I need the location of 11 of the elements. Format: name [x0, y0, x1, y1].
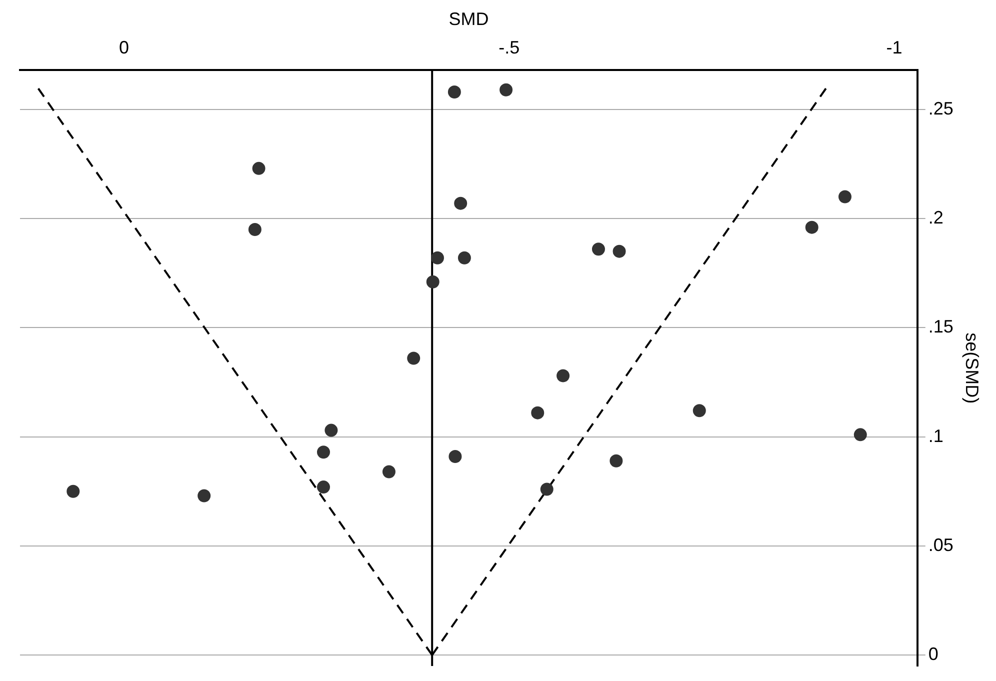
y-tick-label: .15 — [928, 316, 954, 337]
y-tick-label: 0 — [928, 644, 938, 664]
y-tick-label: .05 — [928, 534, 954, 555]
x-axis-title: SMD — [448, 8, 489, 29]
y-axis-title: se(SMD) — [962, 332, 982, 404]
y-tick-label: .25 — [928, 98, 954, 118]
x-tick-label: 0 — [118, 37, 129, 58]
y-tick-label: .1 — [928, 426, 944, 446]
x-tick-label: -1 — [886, 37, 902, 58]
y-tick-label: .2 — [928, 208, 944, 228]
x-tick-label: -.5 — [498, 37, 520, 58]
